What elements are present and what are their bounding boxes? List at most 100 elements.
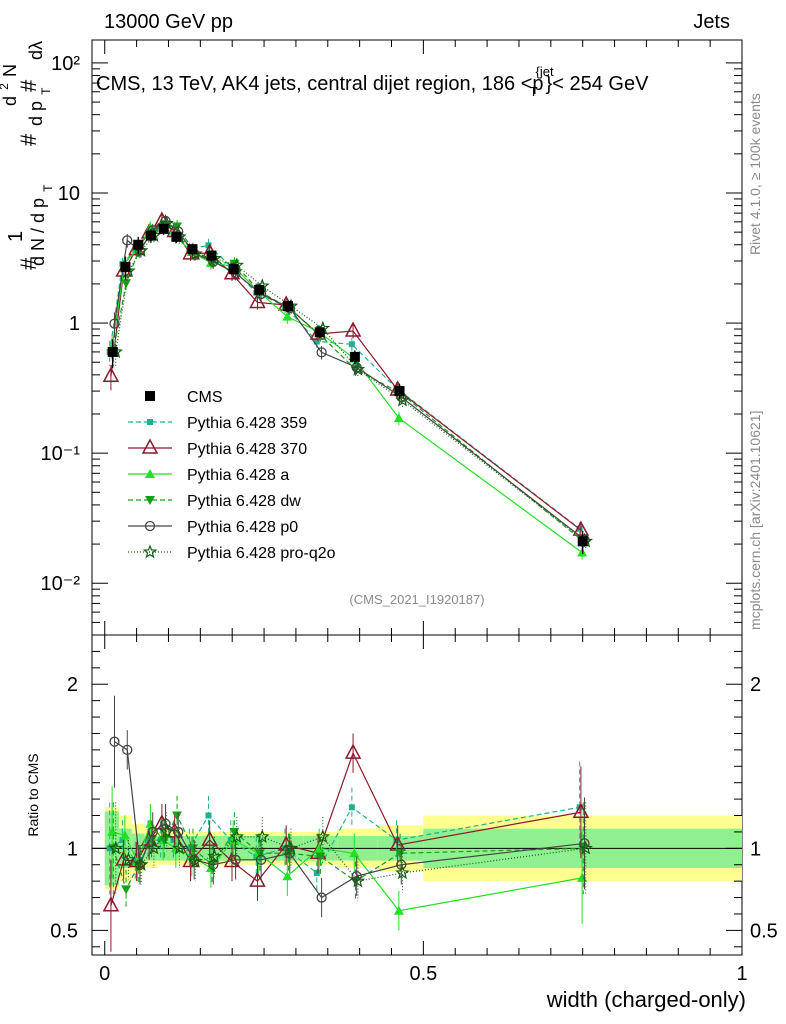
ratio-point: [170, 837, 177, 844]
ratio-point: [281, 845, 288, 852]
legend-marker: [142, 544, 158, 559]
ratio-point: [283, 840, 299, 855]
legend-marker: [145, 391, 155, 401]
legend-marker: [147, 419, 153, 425]
title-prefix: CMS, 13 TeV, AK4 jets, central dijet reg…: [96, 73, 532, 95]
ratio-point: [348, 804, 355, 811]
series-point: [109, 318, 120, 329]
category-label: Jets: [693, 11, 730, 33]
data-point: [394, 386, 405, 397]
ratio-point: [145, 818, 156, 828]
ratio-point: [249, 871, 266, 887]
data-point: [206, 250, 217, 261]
ratio-y-tick-label: 0.5: [50, 920, 78, 942]
series-point: [316, 347, 327, 358]
ratio-point: [344, 743, 362, 759]
data-points-layer: [107, 223, 588, 554]
ratio-point: [254, 849, 265, 859]
series-point: [344, 321, 362, 337]
ratio-point: [119, 830, 130, 840]
data-point: [145, 230, 156, 241]
data-point: [187, 244, 198, 255]
x-axis-label: width (charged-only): [546, 987, 746, 1012]
legend-marker: [141, 438, 159, 454]
ratio-point: [147, 826, 158, 838]
ratio-y-tick-label: 2: [67, 674, 78, 696]
ratio-point: [159, 836, 170, 846]
data-point: [349, 351, 360, 362]
ratio-point: [393, 905, 404, 915]
ratio-point: [316, 892, 327, 903]
ratio-y-tick-label: 1: [67, 838, 78, 860]
ratio-point: [144, 837, 151, 844]
y-tick-label: 10: [58, 183, 80, 205]
ratio-point: [121, 885, 132, 895]
title-subscript: T: [530, 84, 538, 99]
ratio-point: [109, 736, 120, 747]
ratio-point: [229, 829, 245, 844]
ratio-ylabel: Ratio to CMS: [25, 753, 41, 836]
series-point: [205, 242, 212, 249]
series-point: [348, 341, 355, 348]
legend-label: CMS: [187, 389, 223, 406]
ratio-point: [107, 826, 118, 836]
ratio-point: [133, 857, 149, 871]
ratio-point: [349, 848, 360, 858]
x-tick-label: 0: [99, 963, 110, 985]
y-tick-label: 10⁻¹: [41, 443, 81, 465]
legend-marker: [144, 520, 156, 532]
data-point: [120, 261, 131, 272]
plot-title: CMS, 13 TeV, AK4 jets, central dijet reg…: [96, 64, 649, 99]
data-point: [133, 239, 144, 250]
ratio-point: [187, 844, 198, 854]
ratio-point: [314, 843, 325, 853]
title-symbol: p: [532, 73, 543, 95]
ratio-point: [108, 840, 123, 855]
ratio-y-tick-label-right: 0.5: [750, 920, 778, 942]
series-point: [572, 520, 590, 536]
data-point: [577, 536, 588, 547]
ratio-point: [207, 848, 222, 863]
series-line: [109, 225, 581, 530]
ratio-point: [172, 840, 187, 855]
data-point: [254, 284, 265, 295]
data-point: [158, 223, 169, 234]
series-point: [313, 338, 320, 345]
legend-label: Pythia 6.428 359: [187, 415, 307, 432]
legend: CMS Pythia 6.428 359 Pythia 6.428 370 Pythi…: [128, 389, 336, 562]
series-line: [112, 225, 584, 542]
title-superscript: {jet: [536, 64, 554, 79]
ratio-point: [106, 845, 113, 852]
legend-label: Pythia 6.428 p0: [187, 519, 298, 536]
analysis-label: (CMS_2021_I1920187): [349, 592, 484, 607]
source-label: mcplots.cern.ch [arXiv:2401.10621]: [747, 411, 763, 630]
ratio-point: [172, 811, 183, 821]
y-tick-label: 10²: [51, 53, 80, 75]
ratio-y-tick-label-right: 2: [750, 674, 761, 696]
ratio-point: [186, 845, 193, 852]
ratio-series-layer: [102, 695, 593, 952]
ratio-point: [173, 826, 184, 838]
ratio-point: [146, 840, 162, 855]
series-point: [102, 366, 120, 383]
data-point: [314, 327, 325, 338]
legend-marker: [145, 469, 155, 478]
legend-label: Pythia 6.428 pro-q2o: [187, 545, 336, 562]
y-tick-label: 1: [69, 313, 80, 335]
ratio-point: [351, 871, 362, 882]
ratio-point: [579, 838, 590, 849]
ratio-point: [578, 840, 593, 855]
series-point: [282, 311, 293, 321]
ratio-point: [315, 852, 326, 862]
data-point: [171, 231, 182, 242]
ratio-y-tick-label-right: 1: [750, 838, 761, 860]
ratio-point: [159, 824, 174, 839]
data-point: [107, 346, 118, 357]
ratio-frame: [91, 634, 743, 956]
ratio-point: [395, 849, 406, 859]
ratio-point: [201, 830, 218, 846]
ratio-point: [121, 852, 136, 867]
ratio-point: [282, 871, 293, 881]
